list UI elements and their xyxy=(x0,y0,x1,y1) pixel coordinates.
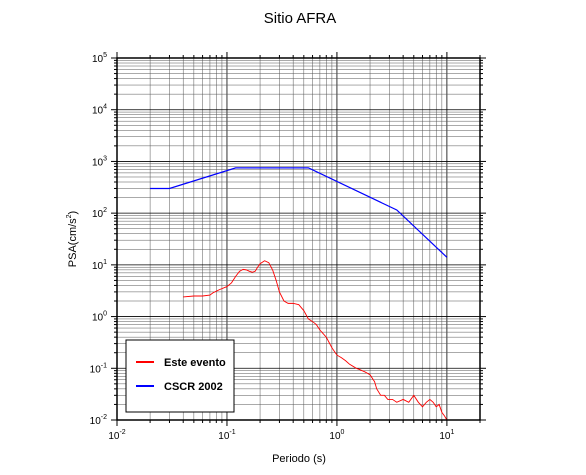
series-line-cscr-2002 xyxy=(150,167,448,258)
y-tick-label-exponent: -1 xyxy=(101,362,107,369)
y-tick-label: 10-1 xyxy=(90,362,107,375)
y-tick-label-exponent: 1 xyxy=(103,259,107,266)
y-tick-label-exponent: 4 xyxy=(103,104,107,111)
y-tick-label-base: 10 xyxy=(92,54,104,65)
y-tick-label-exponent: 5 xyxy=(103,52,107,59)
x-tick-label-base: 10 xyxy=(439,431,451,442)
y-tick-label-base: 10 xyxy=(92,106,104,117)
legend-box xyxy=(125,339,235,413)
x-tick-label-base: 10 xyxy=(108,431,120,442)
legend-label: Este evento xyxy=(164,357,226,369)
y-axis-label-base: PSA(cm/s xyxy=(67,218,79,267)
y-tick-label: 101 xyxy=(92,259,107,272)
y-tick-label-exponent: -2 xyxy=(101,414,107,421)
y-tick-label-exponent: 0 xyxy=(103,311,107,318)
y-tick-label: 100 xyxy=(92,311,107,324)
grid xyxy=(116,57,481,421)
y-tick-label-base: 10 xyxy=(92,157,104,168)
y-tick-label-base: 10 xyxy=(92,209,104,220)
plot-frame xyxy=(116,57,481,421)
y-tick-label-exponent: 3 xyxy=(103,155,107,162)
x-tick-label: 10-1 xyxy=(218,429,235,442)
y-tick-label: 102 xyxy=(92,207,107,220)
x-tick-label-exponent: -2 xyxy=(119,429,125,436)
x-tick-label: 100 xyxy=(329,429,344,442)
series-line-este-evento xyxy=(183,260,448,421)
legend: Este evento CSCR 2002 xyxy=(125,339,235,413)
y-tick-label-exponent: 2 xyxy=(103,207,107,214)
x-tick-label-exponent: -1 xyxy=(229,429,235,436)
y-axis-label-tail: ) xyxy=(67,211,79,215)
x-tick-label-exponent: 1 xyxy=(451,429,455,436)
x-tick-label-base: 10 xyxy=(329,431,341,442)
y-tick-label: 103 xyxy=(92,155,107,168)
y-axis-label-superscript: 2 xyxy=(66,214,73,218)
y-tick-label-base: 10 xyxy=(92,261,104,272)
y-tick-label-base: 10 xyxy=(92,313,104,324)
y-axis-label: PSA(cm/s2) xyxy=(66,211,79,267)
x-tick-label: 10-2 xyxy=(108,429,125,442)
x-tick-label-base: 10 xyxy=(218,431,230,442)
chart-title: Sitio AFRA xyxy=(264,10,337,27)
plot-area xyxy=(150,167,448,421)
x-tick-label-exponent: 0 xyxy=(341,429,345,436)
x-axis-label: Periodo (s) xyxy=(272,453,326,465)
y-tick-label-base: 10 xyxy=(90,364,102,375)
y-tick-label: 10-2 xyxy=(90,414,107,427)
x-tick-label: 101 xyxy=(439,429,454,442)
y-tick-label-base: 10 xyxy=(90,416,102,427)
legend-label: CSCR 2002 xyxy=(164,381,223,393)
y-tick-label: 104 xyxy=(92,104,107,117)
y-tick-label: 105 xyxy=(92,52,107,65)
